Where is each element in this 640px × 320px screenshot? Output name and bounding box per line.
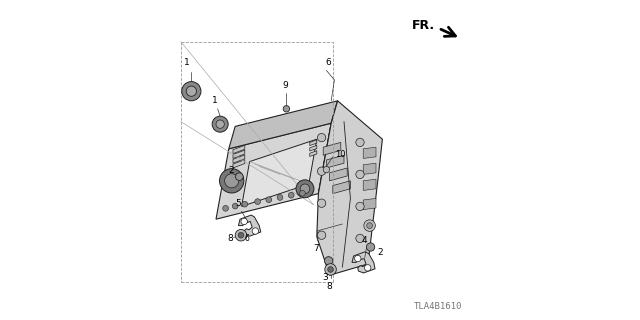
Circle shape	[324, 257, 333, 265]
Circle shape	[356, 170, 364, 179]
Circle shape	[236, 173, 243, 180]
Polygon shape	[233, 145, 245, 154]
Circle shape	[317, 199, 326, 207]
Circle shape	[365, 265, 371, 271]
Polygon shape	[323, 142, 340, 155]
Text: 10: 10	[335, 150, 346, 159]
Circle shape	[356, 138, 364, 147]
Text: 2: 2	[228, 166, 234, 175]
Polygon shape	[330, 168, 347, 181]
Polygon shape	[239, 215, 261, 236]
Text: 4: 4	[362, 236, 367, 245]
Polygon shape	[364, 198, 376, 210]
Polygon shape	[364, 147, 376, 158]
Circle shape	[241, 218, 247, 225]
Circle shape	[356, 202, 364, 211]
Polygon shape	[310, 145, 317, 151]
Polygon shape	[326, 155, 344, 168]
Polygon shape	[310, 151, 317, 156]
Polygon shape	[233, 160, 245, 168]
Circle shape	[232, 203, 238, 209]
Polygon shape	[229, 101, 338, 149]
Circle shape	[355, 255, 361, 262]
Text: 7: 7	[313, 244, 319, 253]
Circle shape	[283, 106, 289, 112]
Circle shape	[300, 190, 305, 196]
Circle shape	[216, 120, 225, 128]
Circle shape	[255, 199, 260, 204]
Text: FR.: FR.	[412, 19, 435, 32]
Polygon shape	[233, 150, 245, 158]
Circle shape	[288, 192, 294, 198]
Polygon shape	[333, 181, 351, 194]
Circle shape	[212, 116, 228, 132]
Polygon shape	[317, 101, 383, 275]
Circle shape	[225, 174, 239, 188]
Polygon shape	[319, 101, 338, 194]
Circle shape	[266, 197, 272, 203]
Circle shape	[367, 223, 372, 228]
Polygon shape	[233, 155, 245, 163]
Text: 8: 8	[227, 234, 232, 243]
Circle shape	[366, 243, 375, 251]
Circle shape	[356, 234, 364, 243]
Text: 8: 8	[327, 282, 332, 291]
Circle shape	[317, 133, 326, 142]
Circle shape	[223, 205, 228, 211]
Circle shape	[325, 264, 337, 275]
Circle shape	[236, 229, 247, 241]
Text: 6: 6	[244, 234, 250, 243]
Polygon shape	[352, 252, 375, 273]
Text: 2: 2	[377, 248, 383, 257]
Polygon shape	[364, 179, 376, 190]
Circle shape	[277, 195, 283, 200]
Circle shape	[296, 180, 314, 198]
Circle shape	[242, 201, 248, 207]
Polygon shape	[364, 163, 376, 174]
Circle shape	[186, 86, 196, 96]
Text: 1: 1	[212, 96, 217, 105]
Circle shape	[300, 184, 310, 194]
Circle shape	[364, 220, 375, 231]
Circle shape	[317, 167, 326, 175]
Circle shape	[323, 166, 330, 173]
Text: 1: 1	[184, 58, 189, 67]
Circle shape	[220, 169, 244, 193]
Circle shape	[252, 228, 259, 234]
Polygon shape	[242, 139, 317, 206]
Circle shape	[317, 231, 326, 239]
Circle shape	[328, 267, 333, 272]
Text: 9: 9	[283, 81, 288, 90]
Circle shape	[182, 82, 201, 101]
Text: 6: 6	[325, 58, 331, 67]
Text: TLA4B1610: TLA4B1610	[414, 302, 463, 311]
Text: 3: 3	[322, 273, 328, 282]
Polygon shape	[310, 140, 317, 146]
Text: 5: 5	[235, 199, 241, 208]
Circle shape	[238, 232, 244, 238]
Polygon shape	[216, 123, 332, 219]
